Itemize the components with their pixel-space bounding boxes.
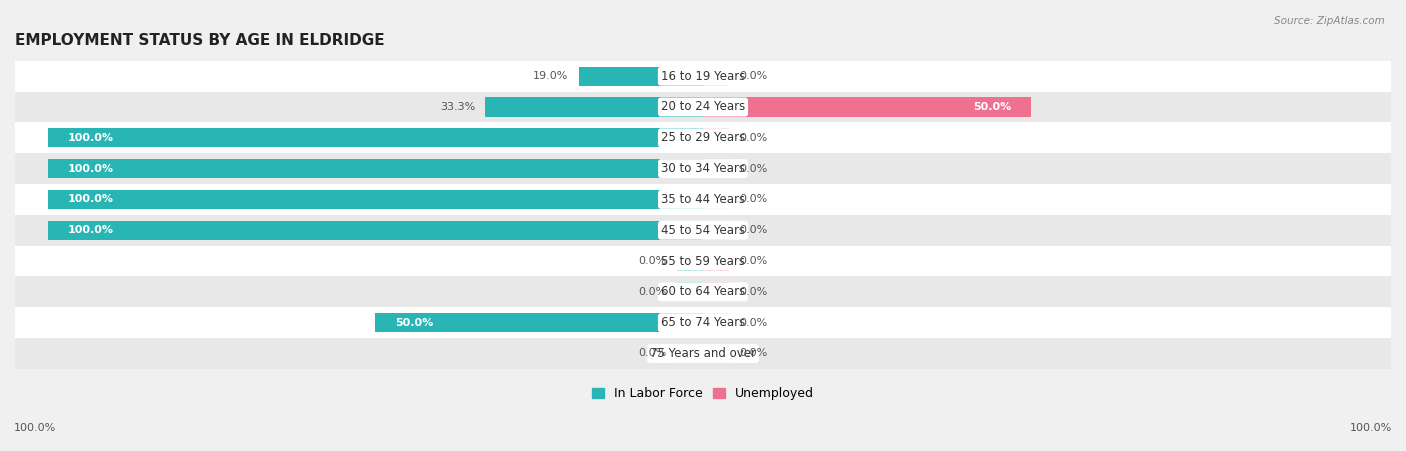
Bar [703,67,730,86]
Bar [375,313,703,332]
Text: 100.0%: 100.0% [14,423,56,433]
Bar [703,313,730,332]
Text: 0.0%: 0.0% [740,256,768,266]
Text: 55 to 59 Years: 55 to 59 Years [661,254,745,267]
Bar [578,67,703,86]
Text: 50.0%: 50.0% [973,102,1011,112]
Text: 19.0%: 19.0% [533,71,568,81]
Bar [676,282,703,301]
Text: 60 to 64 Years: 60 to 64 Years [661,285,745,299]
Text: 0.0%: 0.0% [740,225,768,235]
Text: 100.0%: 100.0% [67,133,114,143]
Text: 30 to 34 Years: 30 to 34 Years [661,162,745,175]
Text: 0.0%: 0.0% [638,349,666,359]
Bar [703,97,1031,116]
Text: 50.0%: 50.0% [395,318,433,328]
Text: Source: ZipAtlas.com: Source: ZipAtlas.com [1274,16,1385,26]
Bar [0,246,1406,276]
Bar [703,282,730,301]
Bar [676,344,703,363]
Text: 100.0%: 100.0% [67,164,114,174]
Text: 20 to 24 Years: 20 to 24 Years [661,101,745,114]
Text: 45 to 54 Years: 45 to 54 Years [661,224,745,237]
Bar [48,128,703,147]
Bar [485,97,703,116]
Text: 0.0%: 0.0% [740,164,768,174]
Text: 0.0%: 0.0% [740,133,768,143]
Bar [48,190,703,209]
Text: 100.0%: 100.0% [67,225,114,235]
Text: 35 to 44 Years: 35 to 44 Years [661,193,745,206]
Bar [703,221,730,240]
Bar [0,307,1406,338]
Bar [703,128,730,147]
Bar [703,159,730,178]
Text: 100.0%: 100.0% [67,194,114,204]
Text: 0.0%: 0.0% [740,287,768,297]
Text: 0.0%: 0.0% [740,318,768,328]
Text: 0.0%: 0.0% [740,71,768,81]
Text: 65 to 74 Years: 65 to 74 Years [661,316,745,329]
Bar [0,92,1406,122]
Bar [0,215,1406,246]
Text: 16 to 19 Years: 16 to 19 Years [661,69,745,83]
Text: 100.0%: 100.0% [1350,423,1392,433]
Text: 0.0%: 0.0% [740,349,768,359]
Bar [703,344,730,363]
Bar [703,190,730,209]
Bar [703,252,730,271]
Text: 75 Years and over: 75 Years and over [650,347,756,360]
Text: 25 to 29 Years: 25 to 29 Years [661,131,745,144]
Bar [0,122,1406,153]
Text: 0.0%: 0.0% [740,194,768,204]
Bar [0,153,1406,184]
Bar [0,338,1406,369]
Bar [676,252,703,271]
Bar [48,221,703,240]
Text: 0.0%: 0.0% [638,287,666,297]
Text: 0.0%: 0.0% [638,256,666,266]
Bar [48,159,703,178]
Bar [0,61,1406,92]
Bar [0,276,1406,307]
Legend: In Labor Force, Unemployed: In Labor Force, Unemployed [586,382,820,405]
Text: EMPLOYMENT STATUS BY AGE IN ELDRIDGE: EMPLOYMENT STATUS BY AGE IN ELDRIDGE [15,33,385,48]
Text: 33.3%: 33.3% [440,102,475,112]
Bar [0,184,1406,215]
